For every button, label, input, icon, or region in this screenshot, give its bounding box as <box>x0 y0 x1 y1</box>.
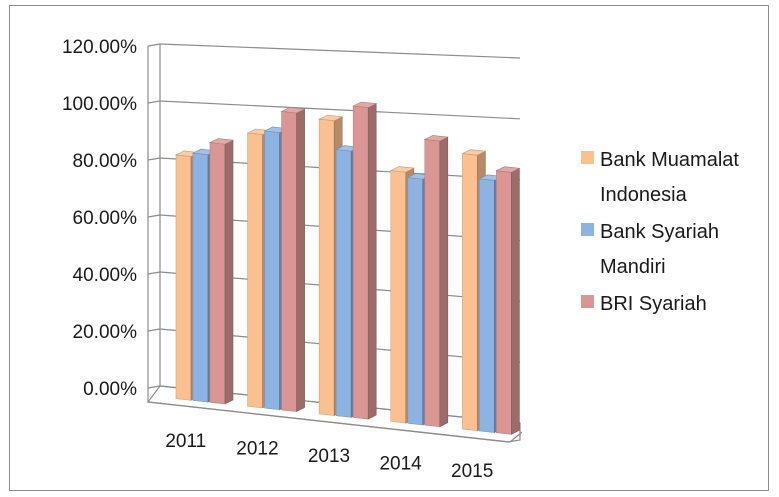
x-tick-label: 2015 <box>451 461 493 482</box>
bar-front <box>281 111 297 412</box>
bar-front <box>390 170 407 424</box>
bar-top <box>318 114 344 122</box>
legend-swatch <box>581 223 594 236</box>
legend-label: BRI Syariah <box>600 293 707 315</box>
y-tick-label: 0.00% <box>83 379 137 400</box>
y-tick-label: 20.00% <box>73 322 138 343</box>
bar-top <box>423 135 449 142</box>
bar-top <box>495 166 521 173</box>
bar-front <box>264 130 280 411</box>
legend-label: Bank Muamalat <box>600 149 739 171</box>
x-tick-label: 2013 <box>308 446 350 467</box>
legend-label: Bank Syariah <box>600 221 719 243</box>
bar-side <box>439 136 449 428</box>
bar-front <box>424 139 441 428</box>
bar-front <box>192 152 209 403</box>
bar-side <box>296 108 305 412</box>
bar-front <box>335 149 352 418</box>
gridline-side <box>147 214 161 218</box>
legend-swatch <box>581 295 594 308</box>
bar-front <box>247 132 263 409</box>
bar-front <box>175 154 192 401</box>
bar-front <box>462 153 478 432</box>
y-tick-label: 120.00% <box>62 37 137 58</box>
y-tick-label: 60.00% <box>73 208 138 229</box>
gridline-side <box>147 157 161 161</box>
bar-top <box>352 101 378 108</box>
bar-front <box>407 177 424 426</box>
y-tick-label: 100.00% <box>62 94 137 115</box>
x-tick-label: 2012 <box>236 438 278 459</box>
bar-top <box>461 149 487 156</box>
bar-side <box>367 103 377 420</box>
x-tick-label: 2014 <box>379 454 422 475</box>
gridline-side <box>147 328 161 332</box>
legend-swatch <box>581 151 594 164</box>
bar-top <box>280 107 306 114</box>
x-tick-label: 2011 <box>165 431 206 452</box>
gridline-side <box>147 100 161 104</box>
bar-top <box>389 166 415 173</box>
legend-label: Indonesia <box>600 184 688 206</box>
y-tick-label: 40.00% <box>73 265 138 286</box>
bar-front <box>209 142 226 405</box>
gridline-side <box>147 271 161 275</box>
gridline-side <box>147 43 161 47</box>
bar-top <box>208 138 235 145</box>
bar-side <box>511 167 520 435</box>
gridline-side <box>147 385 161 389</box>
bar-side <box>224 139 234 405</box>
bar-front <box>496 170 512 435</box>
y-tick-label: 80.00% <box>73 151 138 172</box>
gridline <box>159 43 521 59</box>
x-axis <box>147 401 511 443</box>
gridline <box>159 100 521 120</box>
x-axis-end <box>509 431 523 443</box>
bar-front <box>352 105 369 420</box>
legend-label: Mandiri <box>600 256 666 278</box>
bar-front <box>318 118 335 416</box>
bar-front <box>479 178 495 433</box>
